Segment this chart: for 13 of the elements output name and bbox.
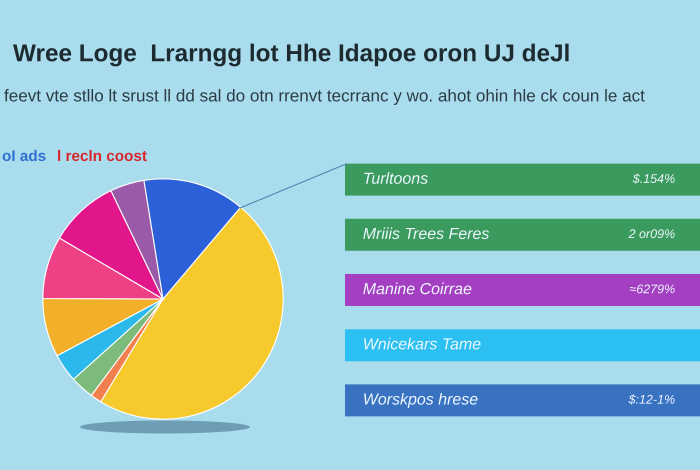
annotation: $.154% bbox=[632, 174, 675, 184]
annotation: 2 or09% bbox=[628, 229, 675, 238]
chart-title: Wree Loge Lrarngg lot Hhe Idapoe oron UJ deJl bbox=[13, 44, 569, 66]
text: feevt vte stllo lt srust ll dd sal do otn rrenvt tecrranc y wo. ahot ohin hle ck coun le act bbox=[4, 89, 645, 105]
text: oI ads bbox=[2, 150, 46, 162]
text: l recln coost bbox=[58, 150, 147, 162]
y-tick-label: Mriiis Trees Feres bbox=[363, 227, 490, 240]
y-tick-label: Worskpos hrese bbox=[364, 392, 478, 408]
annotation: $:12-1% bbox=[628, 394, 675, 404]
annotation: ≈6279% bbox=[630, 284, 675, 294]
y-tick-label: Wnicekars Tame bbox=[364, 338, 481, 350]
y-tick-label: Turltoons bbox=[364, 172, 428, 184]
y-tick-label: Manine Coirrae bbox=[363, 282, 472, 294]
